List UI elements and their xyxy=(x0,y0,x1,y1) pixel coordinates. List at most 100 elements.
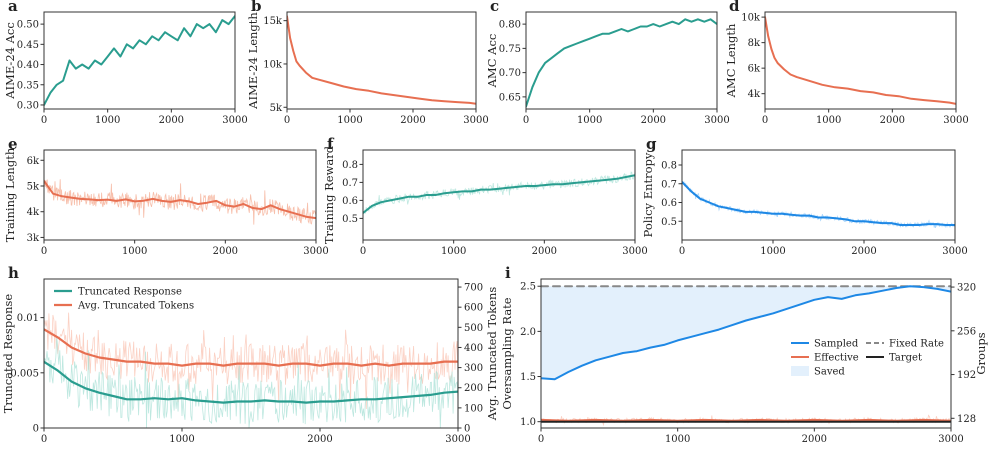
x-tick-label: 1000 xyxy=(816,115,841,126)
y-tick-label: 5k xyxy=(27,182,40,193)
y-axis-label: Training Reward xyxy=(322,145,336,244)
legend-label: Sampled xyxy=(814,339,859,350)
y-right-tick-label: 700 xyxy=(464,283,483,294)
x-tick-label: 0 xyxy=(523,115,529,126)
y-tick-label: 0.5 xyxy=(661,217,677,228)
y-axis-label: Training Length xyxy=(3,147,17,242)
series-i-effective xyxy=(541,418,951,422)
y-tick-label: 0.35 xyxy=(17,80,39,91)
panel-a: 0 1000 2000 3000 0.30 0.35 0.40 0.45 0.50AIME-24… xyxy=(3,0,248,126)
y-tick-label: 0.7 xyxy=(661,179,677,190)
y-tick-label: 6k xyxy=(27,156,40,167)
y-right-tick-label: 128 xyxy=(957,414,976,425)
x-tick-label: 0 xyxy=(679,246,685,257)
legend-label: Effective xyxy=(814,353,859,364)
series-d-amc-length xyxy=(765,16,956,105)
y-right-tick-label: 500 xyxy=(464,323,483,334)
y-right-tick-label: 256 xyxy=(957,326,976,337)
x-tick-label: 2000 xyxy=(159,115,184,126)
y-right-tick-label: 100 xyxy=(464,403,483,414)
axes-frame-f xyxy=(362,149,636,241)
x-tick-label: 1000 xyxy=(577,115,602,126)
series-h-avg-truncated-tokens-raw xyxy=(44,312,458,410)
plot-area-h xyxy=(44,312,458,428)
axes-frame-c xyxy=(525,11,718,110)
series-h-truncated-response-raw xyxy=(44,335,458,428)
x-tick-label: 1000 xyxy=(441,246,466,257)
y-tick-label: 0.70 xyxy=(499,68,521,79)
series-g-policy-entropy-smoothed xyxy=(682,180,955,226)
y-right-tick-label: 192 xyxy=(957,370,976,381)
legend-label: Avg. Truncated Tokens xyxy=(77,301,194,312)
panel-letter: e xyxy=(8,135,18,153)
legend-label: Fixed Rate xyxy=(889,339,944,350)
y-tick-label: 15k xyxy=(263,16,283,27)
y-axis-label: AIME-24 Length xyxy=(246,12,260,110)
y-tick-label: 0.80 xyxy=(499,20,521,31)
x-tick-label: 2000 xyxy=(213,246,238,257)
y-tick-label: 2.0 xyxy=(520,327,536,338)
x-tick-label: 0 xyxy=(538,434,544,445)
series-i-saved-area xyxy=(541,286,951,380)
y-tick-label: 4k xyxy=(27,207,40,218)
y-axis-label: AMC Acc xyxy=(485,34,499,89)
y-right-tick-label: 600 xyxy=(464,303,483,314)
x-tick-label: 2000 xyxy=(851,246,876,257)
panel-letter: d xyxy=(729,0,740,15)
y-axis-label: AIME-24 Acc xyxy=(3,22,17,100)
panel-letter: f xyxy=(327,135,335,153)
y-tick-label: 0.45 xyxy=(17,40,39,51)
plot-area-d xyxy=(765,16,956,105)
y-tick-label: 5k xyxy=(270,103,283,114)
series-h-truncated-response xyxy=(44,360,458,404)
panel-f: 0 1000 2000 3000 0.5 0.6 0.7 0.8 Training Reward… xyxy=(322,135,648,257)
panel-i: 0 1000 2000 3000 1.0 1.5 2.0 2.5 128 192 256 320 Ove… xyxy=(500,264,988,445)
y-tick-label: 0.8 xyxy=(661,161,677,172)
panel-letter: b xyxy=(251,0,262,15)
y-tick-label: 3k xyxy=(27,233,40,244)
y-tick-label: 0 xyxy=(33,424,39,435)
y-tick-label: 0.01 xyxy=(17,313,39,324)
plot-area-a xyxy=(44,15,235,106)
y-right-axis-label: Groups xyxy=(974,332,988,374)
series-b-aime-24-length xyxy=(287,15,476,105)
legend-label: Truncated Response xyxy=(78,287,182,298)
panel-letter: a xyxy=(8,0,18,15)
y-tick-label: 0.50 xyxy=(17,20,39,31)
axes-frame-a xyxy=(43,11,236,110)
y-right-tick-label: 0 xyxy=(464,424,470,435)
legend-label: Saved xyxy=(814,367,845,378)
x-tick-label: 3000 xyxy=(622,246,647,257)
axes-frame-g xyxy=(681,149,956,241)
y-right-tick-label: 200 xyxy=(464,383,483,394)
series-e-training-length-smoothed xyxy=(44,179,316,220)
x-tick-label: 3000 xyxy=(942,246,967,257)
axes-frame-d xyxy=(764,11,957,110)
x-tick-label: 3000 xyxy=(463,115,488,126)
y-right-axis-label: Avg. Truncated Tokens xyxy=(485,287,499,422)
y-tick-label: 10k xyxy=(263,59,283,70)
y-tick-label: 0.6 xyxy=(342,196,358,207)
series-f-training-reward-smoothed xyxy=(363,174,635,214)
axes-frame-i xyxy=(540,278,952,429)
y-tick-label: 1.5 xyxy=(520,372,536,383)
y-tick-label: 0.75 xyxy=(499,44,521,55)
y-axis-label: Oversampling Rate xyxy=(500,297,514,409)
x-tick-label: 1000 xyxy=(169,434,194,445)
x-tick-label: 1000 xyxy=(760,246,785,257)
plot-area-c xyxy=(526,18,717,108)
plot-area-b xyxy=(287,15,476,105)
series-a-aime-24-acc xyxy=(44,15,235,106)
y-tick-label: 6k xyxy=(748,64,761,75)
x-tick-label: 0 xyxy=(41,115,47,126)
series-i-sampled xyxy=(541,285,951,381)
x-tick-label: 1000 xyxy=(337,115,362,126)
panel-h: 0 1000 2000 300000.0050.0101002003004005006… xyxy=(1,264,499,445)
plot-area-g xyxy=(682,180,955,229)
y-tick-label: 0.5 xyxy=(342,214,358,225)
x-tick-label: 3000 xyxy=(943,115,968,126)
